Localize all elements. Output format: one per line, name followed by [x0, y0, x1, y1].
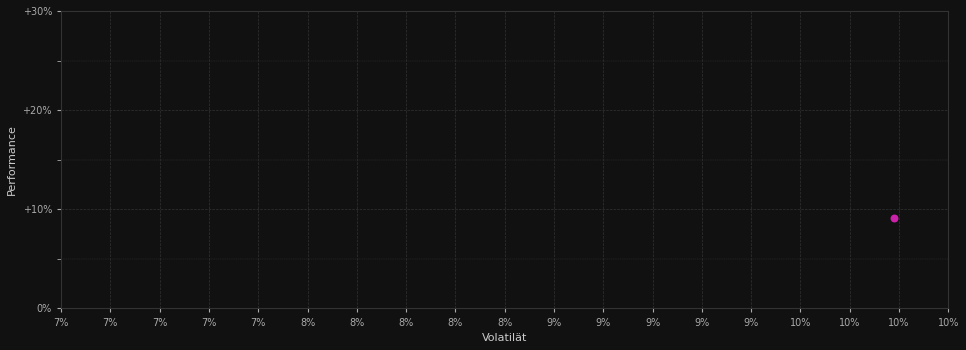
Y-axis label: Performance: Performance [7, 124, 17, 195]
Point [887, 215, 902, 221]
X-axis label: Volatilät: Volatilät [482, 333, 527, 343]
